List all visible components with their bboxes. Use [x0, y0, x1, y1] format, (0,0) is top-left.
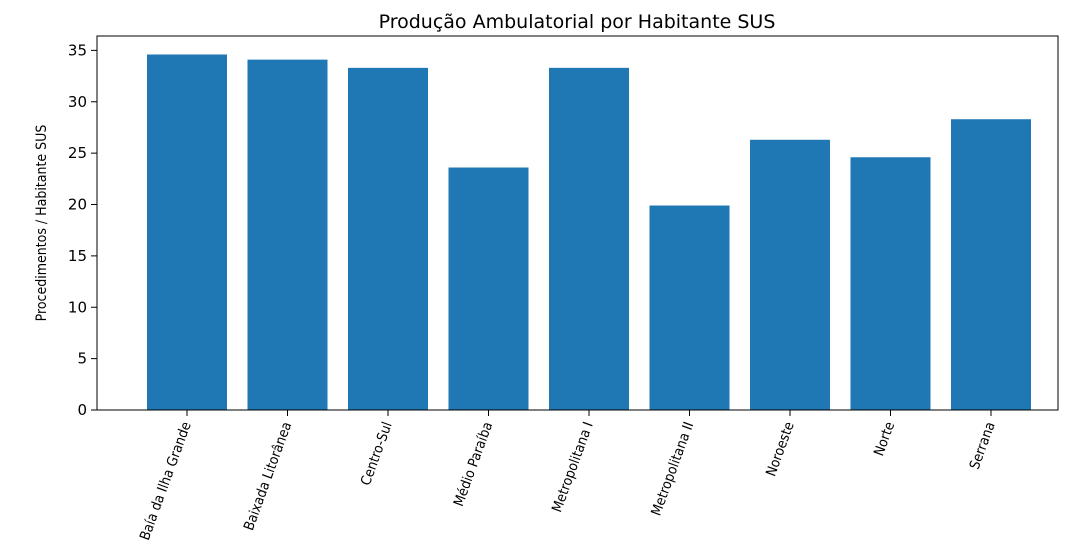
x-tick-label: Norte [871, 420, 898, 459]
x-tick-label: Baixada Litorânea [241, 420, 295, 533]
y-axis-label: Procedimentos / Habitante SUS [34, 125, 50, 322]
y-tick-label: 10 [68, 298, 87, 316]
x-tick-label: Metropolitana II [648, 420, 697, 518]
bar [649, 205, 730, 410]
y-tick-label: 20 [68, 196, 87, 214]
y-tick-label: 35 [68, 41, 87, 59]
y-tick-label: 15 [68, 247, 87, 265]
bar [147, 54, 227, 410]
bar [850, 157, 931, 410]
y-tick-label: 5 [77, 350, 87, 368]
x-tick-label: Metropolitana I [549, 420, 596, 515]
bar [951, 119, 1031, 410]
bar [549, 67, 629, 410]
bar [448, 167, 529, 410]
axes-frame [96, 35, 1059, 411]
x-tick-label: Serrana [967, 420, 999, 472]
bar [750, 139, 830, 410]
bar [247, 59, 328, 410]
y-tick-label: 0 [77, 401, 87, 419]
y-tick-label: 30 [68, 93, 87, 111]
y-tick-label: 25 [68, 144, 87, 162]
bar [348, 67, 428, 410]
x-tick-label: Centro-Sul [358, 420, 396, 488]
x-tick-label: Médio Paraíba [451, 420, 496, 509]
x-tick-label: Baía da Ilha Grande [137, 420, 195, 543]
x-tick-label: Noroeste [763, 420, 798, 479]
chart-title: Produção Ambulatorial por Habitante SUS [379, 11, 776, 33]
